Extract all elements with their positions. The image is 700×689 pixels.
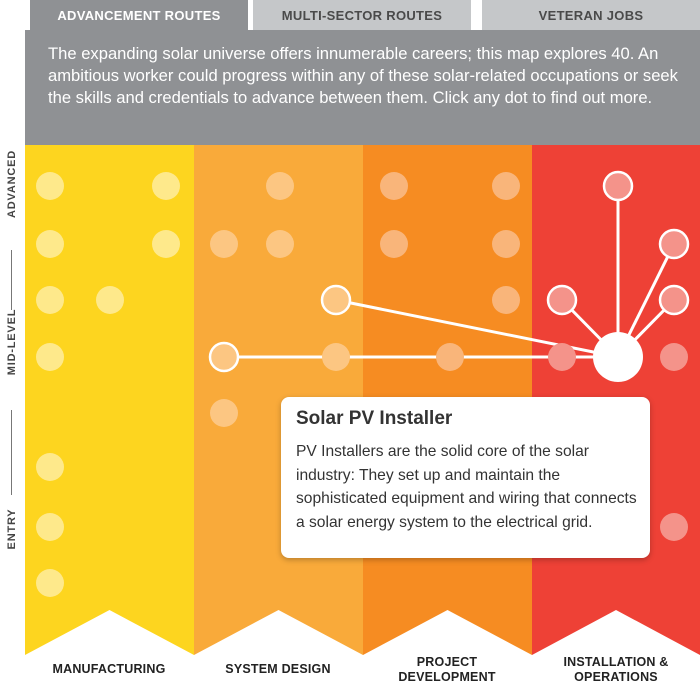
tab-multi-sector-routes[interactable]: MULTI-SECTOR ROUTES [253, 0, 471, 30]
sector-column-manufacturing [25, 145, 194, 655]
intro-text: The expanding solar universe offers innu… [48, 44, 678, 107]
career-dot[interactable] [660, 343, 688, 371]
level-divider-lower [11, 410, 12, 495]
career-dot-connected[interactable] [658, 284, 690, 316]
callout-title: Solar PV Installer [296, 408, 453, 429]
career-dot[interactable] [548, 343, 576, 371]
career-dot[interactable] [266, 230, 294, 258]
career-callout [281, 397, 650, 558]
career-dot[interactable] [36, 513, 64, 541]
selected-career-dot[interactable] [593, 332, 643, 382]
level-axis: ADVANCED MID-LEVEL ENTRY [0, 145, 25, 655]
career-dot[interactable] [492, 286, 520, 314]
career-dot[interactable] [152, 230, 180, 258]
career-dot[interactable] [492, 230, 520, 258]
career-dot-connected[interactable] [320, 284, 352, 316]
career-dot[interactable] [152, 172, 180, 200]
sector-label-installation-operations: INSTALLATION & OPERATIONS [563, 655, 669, 684]
career-dot-connected[interactable] [658, 228, 690, 260]
career-dot[interactable] [36, 569, 64, 597]
career-dot-connected[interactable] [546, 284, 578, 316]
level-label-entry: ENTRY [6, 508, 18, 550]
tab-veteran-jobs[interactable]: VETERAN JOBS [482, 0, 700, 30]
career-dot[interactable] [660, 513, 688, 541]
career-dot[interactable] [36, 453, 64, 481]
tab-bar: ADVANCEMENT ROUTES MULTI-SECTOR ROUTES V… [0, 0, 700, 30]
sector-label-system-design: SYSTEM DESIGN [225, 662, 331, 676]
career-dot-connected[interactable] [208, 341, 240, 373]
career-dot[interactable] [210, 230, 238, 258]
intro-banner [25, 30, 700, 145]
career-dot[interactable] [436, 343, 464, 371]
career-dot[interactable] [266, 172, 294, 200]
career-dot[interactable] [36, 343, 64, 371]
career-dot[interactable] [380, 230, 408, 258]
career-dot[interactable] [36, 172, 64, 200]
career-dot[interactable] [380, 172, 408, 200]
tab-advancement-routes[interactable]: ADVANCEMENT ROUTES [30, 0, 248, 30]
career-dot[interactable] [36, 286, 64, 314]
sector-label-manufacturing: MANUFACTURING [52, 662, 166, 676]
career-dot[interactable] [210, 399, 238, 427]
career-dot-connected[interactable] [602, 170, 634, 202]
career-dot[interactable] [492, 172, 520, 200]
career-dot[interactable] [36, 230, 64, 258]
level-label-mid: MID-LEVEL [6, 308, 18, 376]
level-label-advanced: ADVANCED [6, 150, 18, 218]
level-divider-upper [11, 250, 12, 310]
career-dot[interactable] [322, 343, 350, 371]
career-dot[interactable] [96, 286, 124, 314]
sector-label-project-development: PROJECT DEVELOPMENT [398, 655, 496, 684]
callout-description: PV Installers are the solid core of the … [296, 443, 637, 531]
